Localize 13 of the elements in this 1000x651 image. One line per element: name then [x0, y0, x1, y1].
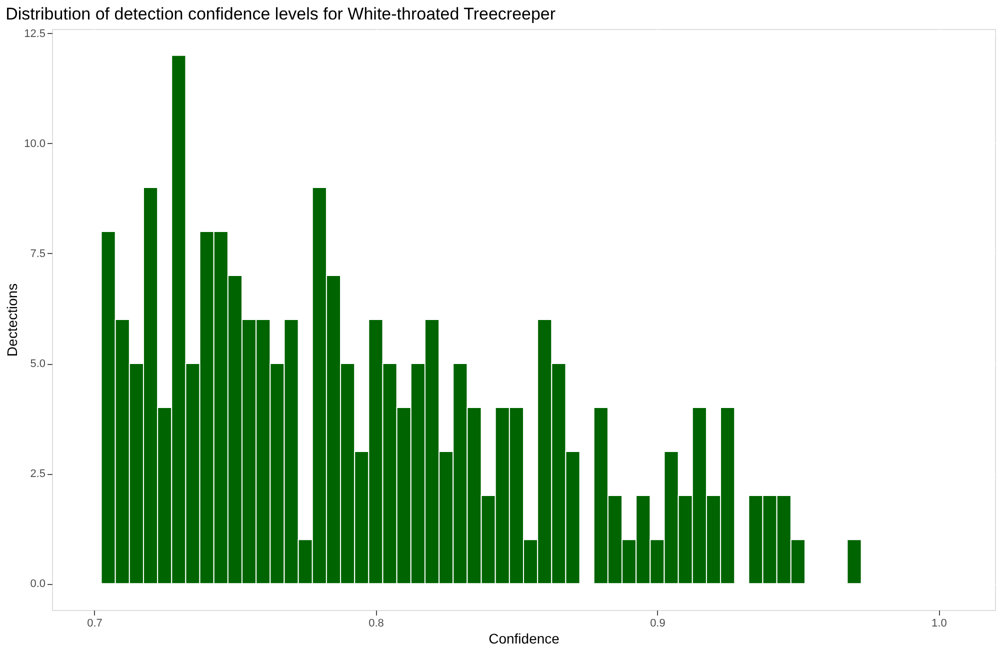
y-tick-label: 10.0	[24, 138, 46, 150]
chart-title: Distribution of detection confidence levels for White-throated Treecreeper	[6, 4, 556, 24]
y-tick-label: 0.0	[30, 578, 46, 590]
x-tick-label: 0.8	[368, 618, 384, 630]
x-tick-label: 0.7	[87, 618, 102, 630]
y-tick-label: 2.5	[30, 468, 46, 480]
x-tick-label: 0.9	[650, 618, 666, 630]
x-axis-title: Confidence	[488, 630, 560, 646]
x-tick-label: 1.0	[932, 618, 947, 630]
y-tick-label: 7.5	[30, 248, 46, 260]
y-axis-title: Dectections	[4, 283, 20, 357]
y-tick-label: 5.0	[30, 358, 46, 370]
y-tick-label: 12.5	[24, 28, 46, 40]
